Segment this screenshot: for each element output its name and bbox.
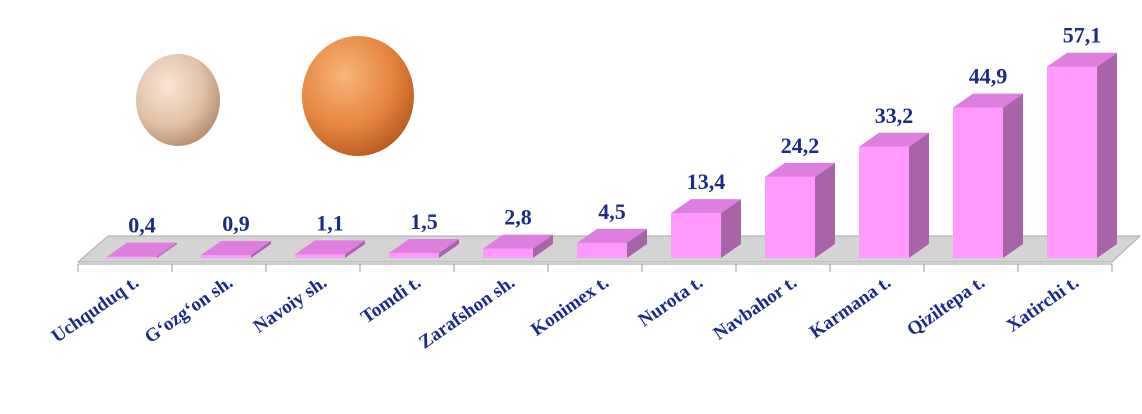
x-tick-label: Karmana t. <box>806 272 895 343</box>
value-label: 0,9 <box>222 211 250 236</box>
x-tick-label: Navoiy sh. <box>250 272 331 338</box>
bar-front <box>953 107 1003 259</box>
x-tick-label: Konimex t. <box>527 272 613 341</box>
bar-front <box>483 248 533 258</box>
bar-top <box>953 93 1023 108</box>
bar-top <box>389 238 459 253</box>
value-label: 33,2 <box>875 103 914 128</box>
bar-side <box>909 132 929 258</box>
bar-side <box>1003 93 1023 259</box>
value-label: 57,1 <box>1063 23 1102 48</box>
x-tick-label: Tomdi t. <box>357 272 425 328</box>
value-label: 1,1 <box>316 210 344 235</box>
bar-front <box>107 256 157 258</box>
bar-side <box>345 240 365 258</box>
value-label: 0,4 <box>128 213 156 238</box>
bar-front <box>1047 66 1097 258</box>
bar-side <box>1097 52 1117 259</box>
bar-front <box>295 254 345 258</box>
bar-side <box>815 162 835 258</box>
bar-top <box>295 240 365 255</box>
small-egg <box>136 54 220 146</box>
value-label: 24,2 <box>781 133 820 158</box>
x-tick-label: Qiziltepa t. <box>903 272 989 341</box>
value-label: 2,8 <box>504 205 532 230</box>
x-tick-label: Zarafshon sh. <box>415 272 519 353</box>
bar-top <box>107 242 177 257</box>
large-egg <box>302 36 414 156</box>
bar-side <box>721 199 741 258</box>
value-label: 4,5 <box>598 199 626 224</box>
x-tick-label: Navbahor t. <box>710 272 801 345</box>
value-label: 44,9 <box>969 64 1008 89</box>
bar-front <box>389 252 439 258</box>
bar-side <box>157 242 177 258</box>
bar-front <box>201 254 251 258</box>
bar-side <box>533 234 553 258</box>
x-tick-label: Nurota t. <box>635 272 707 331</box>
bar-top <box>577 228 647 243</box>
bar-top <box>765 162 835 177</box>
value-label: 1,5 <box>410 209 438 234</box>
bar-top <box>859 132 929 147</box>
value-label: 13,4 <box>687 169 726 194</box>
bar-front <box>765 176 815 258</box>
bar-top <box>483 234 553 249</box>
bar-side <box>627 228 647 258</box>
bar-top <box>201 240 271 255</box>
bar-side <box>251 240 271 258</box>
bar-top <box>671 199 741 214</box>
x-tick-label: Xatirchi t. <box>1003 272 1083 337</box>
x-tick-label: Uchquduq t. <box>48 272 143 347</box>
bar-front <box>859 146 909 258</box>
bar-side <box>439 238 459 258</box>
bar-top <box>1047 52 1117 67</box>
bar-front <box>671 213 721 258</box>
x-tick-label: G‘ozg‘on sh. <box>141 272 237 348</box>
bar-front <box>577 242 627 258</box>
